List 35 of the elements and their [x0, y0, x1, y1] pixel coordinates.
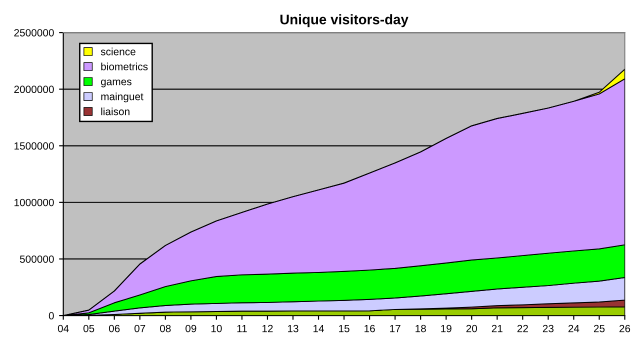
x-tick-label: 10: [211, 324, 222, 332]
x-tick-label: 05: [83, 324, 94, 332]
x-tick-label: 24: [568, 324, 580, 332]
x-tick-label: 23: [542, 324, 554, 332]
x-tick-label: 17: [390, 324, 400, 332]
chart-title: Unique visitors-day: [280, 14, 408, 28]
x-tick-label: 19: [441, 324, 452, 332]
legend-label: science: [100, 48, 136, 56]
legend-label: liaison: [101, 108, 130, 116]
x-tick-label: 16: [364, 324, 375, 332]
y-tick-label: 1000000: [14, 198, 54, 206]
x-tick-label: 04: [58, 324, 69, 332]
x-tick-label: 06: [108, 324, 120, 332]
x-tick-label: 20: [466, 324, 478, 332]
x-tick-label: 22: [517, 324, 528, 332]
x-tick-label: 07: [134, 324, 146, 332]
y-tick-label: 0: [48, 312, 54, 320]
x-tick-label: 13: [288, 324, 298, 332]
x-tick-label: 18: [416, 324, 426, 332]
y-tick-label: 500000: [20, 255, 54, 263]
x-tick-label: 25: [594, 324, 605, 332]
x-tick-label: 12: [262, 324, 273, 332]
x-tick-label: 15: [339, 324, 350, 332]
x-tick-label: 11: [237, 324, 247, 332]
y-tick-label: 1500000: [14, 142, 54, 150]
x-tick-label: 09: [186, 324, 196, 332]
legend-label: biometrics: [101, 62, 148, 70]
x-tick-label: 14: [314, 324, 324, 332]
legend-label: mainguet: [101, 92, 144, 102]
x-tick-label: 21: [492, 324, 502, 332]
legend-label: games: [101, 80, 132, 88]
x-tick-label: 26: [620, 324, 630, 332]
x-tick-label: 08: [160, 324, 171, 332]
y-tick-label: 2000000: [14, 86, 54, 94]
y-tick-label: 2500000: [14, 29, 54, 36]
